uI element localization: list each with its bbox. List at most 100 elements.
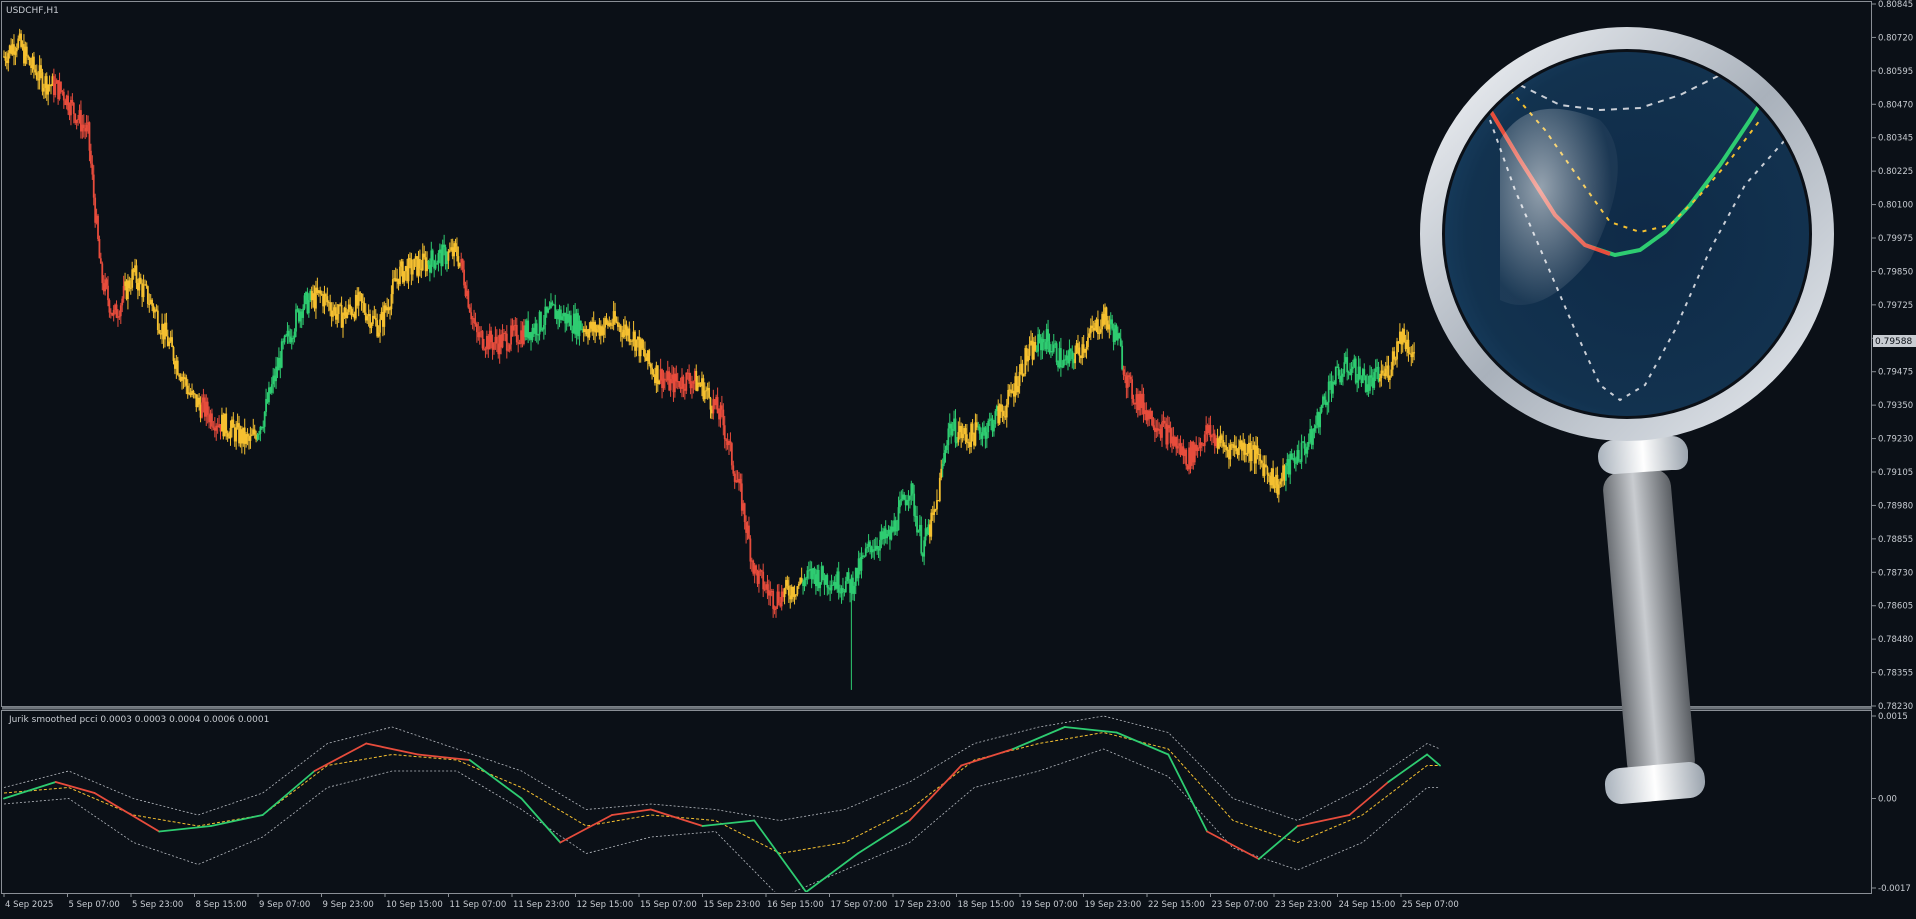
candle-body: [1024, 348, 1027, 375]
candle-body: [1265, 464, 1267, 468]
candle-body: [963, 428, 965, 435]
candle-body: [213, 427, 216, 431]
candle-body: [344, 307, 347, 319]
candle-body: [1220, 435, 1223, 440]
candle-body: [1249, 442, 1252, 461]
candle-body: [20, 33, 22, 47]
candle-body: [876, 545, 879, 550]
candle-body: [115, 304, 118, 318]
candle-body: [810, 568, 813, 580]
candle-body: [154, 309, 156, 313]
candle-body: [644, 349, 646, 358]
candle-body: [814, 574, 817, 587]
candle-body: [119, 305, 122, 317]
candle-body: [664, 378, 666, 380]
candle-body: [1299, 460, 1302, 462]
candle-body: [658, 380, 661, 385]
candle-body: [661, 369, 663, 389]
candle-body: [409, 258, 411, 260]
candle-body: [1216, 438, 1219, 449]
main-line-segment: [1063, 726, 1118, 734]
candle-body: [790, 586, 793, 600]
candle-body: [99, 258, 102, 264]
candle-body: [1357, 366, 1360, 381]
candle-body: [1077, 343, 1079, 348]
candle-body: [1247, 442, 1250, 453]
candle-body: [625, 324, 628, 336]
candle-body: [483, 348, 485, 350]
candle-body: [515, 324, 518, 343]
candle-body: [552, 304, 555, 306]
candle-body: [346, 312, 349, 319]
candle-body: [699, 384, 702, 387]
candle-body: [463, 269, 465, 286]
candle-body: [240, 429, 243, 444]
candle-body: [175, 360, 178, 369]
candle-body: [380, 312, 383, 320]
lens-glare: [1500, 108, 1618, 305]
candle-body: [907, 499, 910, 501]
candle-body: [1319, 412, 1322, 428]
candle-body: [221, 414, 223, 432]
candle-body: [333, 307, 336, 311]
candle-body: [1351, 366, 1354, 369]
candle-body: [1272, 468, 1275, 488]
candle-body: [42, 87, 45, 92]
candle-body: [312, 293, 314, 301]
candle-body: [1208, 425, 1210, 434]
candle-body: [493, 343, 495, 350]
candle-body: [71, 99, 74, 103]
candle-body: [706, 387, 709, 391]
candle-body: [686, 372, 689, 374]
candle-body: [121, 298, 124, 306]
candle-body: [64, 100, 67, 106]
candle-body: [1181, 446, 1183, 455]
candle-body: [1371, 377, 1374, 388]
candle-body: [856, 567, 859, 579]
candle-body: [151, 299, 154, 306]
candle-body: [1169, 428, 1172, 444]
candle-body: [773, 608, 776, 610]
candle-body: [62, 91, 65, 101]
candle-body: [830, 584, 833, 591]
candle-body: [779, 602, 782, 607]
candle-body: [906, 500, 908, 506]
candle-body: [796, 586, 799, 595]
candle-body: [390, 294, 393, 310]
candle-body: [528, 332, 531, 339]
candle-body: [665, 379, 668, 381]
candle-body: [416, 256, 418, 276]
candle-body: [199, 404, 202, 418]
candle-body: [112, 310, 115, 316]
candle-body: [733, 473, 736, 482]
candle-body: [775, 606, 777, 610]
candle-body: [587, 334, 589, 338]
candle-body: [1059, 348, 1062, 368]
candle-body: [542, 325, 545, 330]
candle-body: [864, 548, 867, 556]
candle-body: [1050, 351, 1052, 353]
candle-body: [1199, 442, 1202, 448]
candle-body: [428, 264, 431, 273]
candle-body: [886, 533, 889, 539]
candle-body: [1205, 425, 1208, 435]
candle-body: [263, 411, 266, 427]
candle-body: [1380, 370, 1383, 379]
candle-body: [887, 529, 890, 534]
candle-body: [1095, 319, 1098, 323]
candle-body: [268, 387, 270, 403]
candle-body: [758, 571, 760, 584]
candle-body: [578, 320, 581, 337]
main-line-segment: [1206, 830, 1260, 860]
candle-body: [903, 494, 906, 500]
candle-body: [1061, 366, 1064, 368]
candle-body: [1098, 332, 1101, 334]
candle-body: [1025, 348, 1028, 362]
candle-body: [470, 312, 473, 320]
candle-body: [387, 307, 390, 311]
candle-body: [1386, 365, 1388, 369]
candle-body: [124, 281, 126, 286]
candle-body: [1370, 375, 1373, 378]
candle-body: [695, 370, 698, 391]
